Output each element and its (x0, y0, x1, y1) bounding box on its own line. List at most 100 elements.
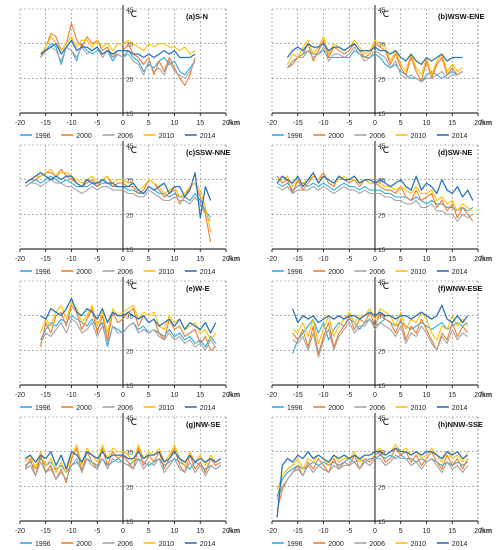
y-tick-label: 45 (378, 279, 386, 286)
series-line-1996 (276, 182, 474, 212)
legend-label-1996: 1996 (287, 269, 303, 276)
legend-label-2000: 2000 (76, 269, 92, 276)
y-axis-label: ℃ (127, 281, 137, 291)
x-tick-label: 5 (399, 392, 403, 399)
legend-label-1996: 1996 (35, 269, 51, 276)
x-tick-label: -15 (41, 120, 51, 127)
x-tick-label: 5 (147, 528, 151, 535)
legend-label-2000: 2000 (328, 405, 344, 412)
y-tick-label: 25 (126, 348, 134, 355)
x-axis-label: /km (228, 120, 240, 127)
x-axis-label: /km (480, 528, 492, 535)
y-tick-label: 15 (378, 111, 386, 118)
x-tick-label: -15 (293, 528, 303, 535)
panel-3: -20 -15 -10 -5 0 5 10 15 20 15 25 35 45℃ /km (c)SSW-NN… (15, 141, 240, 276)
x-tick-label: 0 (121, 528, 125, 535)
x-tick-label: 10 (171, 392, 179, 399)
x-tick-label: 5 (399, 256, 403, 263)
legend-label-2006: 2006 (117, 541, 133, 548)
x-tick-label: -5 (346, 256, 352, 263)
legend-label-2006: 2006 (369, 541, 385, 548)
x-tick-label: -10 (318, 392, 328, 399)
x-tick-label: -20 (267, 120, 277, 127)
x-tick-label: 10 (423, 392, 431, 399)
x-axis-label: /km (228, 256, 240, 263)
gridlines (271, 144, 479, 249)
x-tick-label: 0 (373, 256, 377, 263)
x-tick-label: -15 (41, 392, 51, 399)
x-tick-label: 20 (474, 392, 482, 399)
series-line-2006 (276, 454, 469, 501)
legend-label-2006: 2006 (369, 269, 385, 276)
panel-1: -20 -15 -10 -5 0 5 10 15 20 15 25 35 45℃ /km (a)S-N 199… (15, 5, 240, 140)
panel-6: -20 -15 -10 -5 0 5 10 15 20 15 25 35 45℃ /km (f)WNW-ES… (267, 277, 492, 412)
panel-title: (d)SW-NE (438, 148, 472, 157)
x-tick-label: -5 (94, 528, 100, 535)
panel-7: -20 -15 -10 -5 0 5 10 15 20 15 25 35 45℃ /km (g)NW-SE 1… (15, 413, 240, 548)
panel-4: -20 -15 -10 -5 0 5 10 15 2015253545℃/km(d)SW-NE1… (267, 141, 492, 276)
y-tick-label: 15 (126, 247, 134, 254)
series-line-2014 (40, 39, 196, 59)
x-tick-label: -10 (66, 528, 76, 535)
x-tick-label: -15 (41, 256, 51, 263)
series-line-2010 (24, 444, 222, 474)
x-tick-label: 5 (147, 392, 151, 399)
legend-label-2010: 2010 (411, 269, 427, 276)
legend-label-2006: 2006 (369, 405, 385, 412)
x-axis-label: /km (228, 392, 240, 399)
legend-label-2006: 2006 (117, 133, 133, 140)
x-tick-label: -20 (15, 256, 25, 263)
series-line-2014 (286, 43, 463, 66)
panel-5: -20 -15 -10 -5 0 5 10 15 20 15 25 35 45℃ /km (e)W-E 199… (15, 277, 240, 412)
y-tick-label: 15 (378, 383, 386, 390)
y-tick-label: 35 (126, 450, 134, 457)
x-tick-label: -15 (293, 120, 303, 127)
panel-title: (g)NW-SE (186, 420, 220, 429)
x-tick-label: -15 (293, 256, 303, 263)
y-tick-label: 45 (378, 7, 386, 14)
legend-label-1996: 1996 (287, 405, 303, 412)
x-tick-label: 15 (448, 528, 456, 535)
series-line-2014 (276, 172, 474, 201)
y-tick-label: 25 (378, 76, 386, 83)
x-tick-label: -15 (293, 392, 303, 399)
x-tick-label: 5 (399, 120, 403, 127)
x-tick-label: -10 (318, 120, 328, 127)
x-tick-label: 20 (222, 528, 230, 535)
series-line-2006 (286, 46, 463, 83)
x-tick-label: 20 (474, 528, 482, 535)
y-tick-label: 45 (126, 7, 134, 14)
x-tick-label: 0 (121, 392, 125, 399)
y-tick-label: 15 (126, 383, 134, 390)
y-tick-label: 25 (378, 348, 386, 355)
x-tick-label: 15 (448, 120, 456, 127)
series-line-2006 (24, 458, 222, 480)
x-tick-label: -20 (15, 120, 25, 127)
x-tick-label: 0 (121, 120, 125, 127)
series-line-2010 (292, 308, 469, 344)
x-tick-label: 10 (171, 528, 179, 535)
y-tick-label: 45 (378, 143, 386, 150)
x-tick-label: -5 (346, 392, 352, 399)
x-tick-label: 15 (448, 392, 456, 399)
x-tick-label: 0 (373, 392, 377, 399)
x-tick-label: 10 (423, 256, 431, 263)
y-axis-label: ℃ (127, 417, 137, 427)
series-line-2014 (40, 297, 217, 334)
x-tick-label: 5 (147, 256, 151, 263)
y-tick-label: 15 (378, 247, 386, 254)
series-line-2010 (286, 36, 463, 76)
panel-title: (b)WSW-ENE (438, 12, 485, 21)
y-tick-label: 15 (126, 111, 134, 118)
x-tick-label: -20 (267, 256, 277, 263)
panel-title: (h)NNW-SSE (438, 420, 483, 429)
panel-title: (a)S-N (186, 12, 208, 21)
x-tick-label: -15 (41, 528, 51, 535)
x-tick-label: 10 (171, 256, 179, 263)
series-line-2006 (292, 318, 469, 358)
x-tick-label: 10 (423, 120, 431, 127)
x-tick-label: -20 (267, 528, 277, 535)
x-tick-label: -5 (346, 120, 352, 127)
y-tick-label: 45 (126, 279, 134, 286)
series-line-2006 (276, 186, 474, 222)
